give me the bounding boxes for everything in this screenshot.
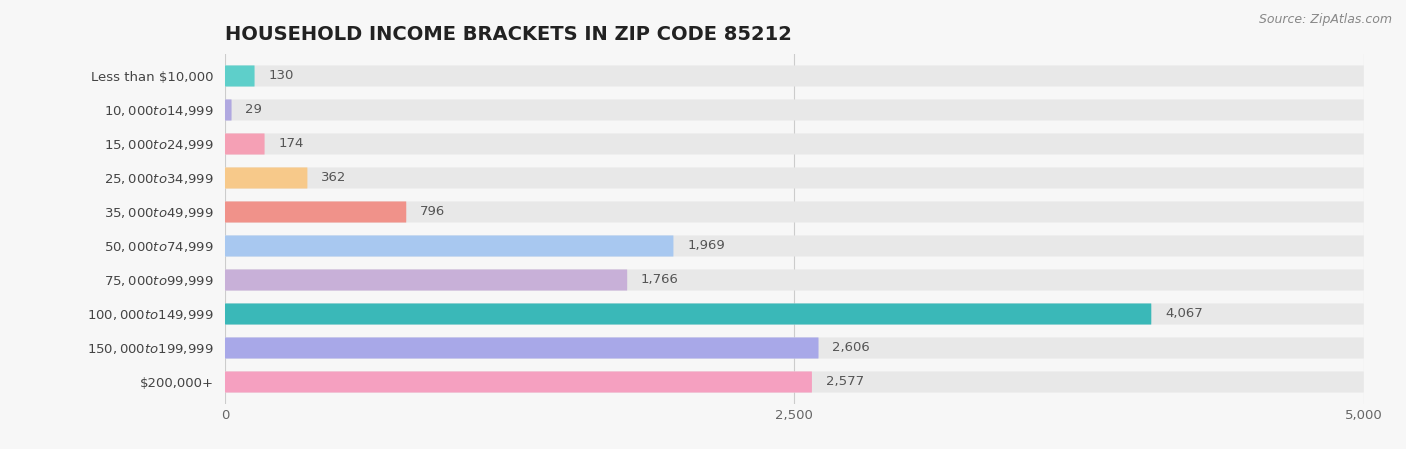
Text: 29: 29: [245, 103, 262, 116]
Text: HOUSEHOLD INCOME BRACKETS IN ZIP CODE 85212: HOUSEHOLD INCOME BRACKETS IN ZIP CODE 85…: [225, 25, 792, 44]
FancyBboxPatch shape: [225, 371, 811, 392]
FancyBboxPatch shape: [225, 99, 232, 120]
Text: 2,606: 2,606: [832, 342, 870, 355]
Text: 130: 130: [269, 70, 294, 83]
FancyBboxPatch shape: [225, 269, 627, 291]
FancyBboxPatch shape: [225, 133, 1364, 154]
FancyBboxPatch shape: [225, 202, 406, 223]
FancyBboxPatch shape: [225, 269, 1364, 291]
FancyBboxPatch shape: [225, 304, 1152, 325]
FancyBboxPatch shape: [225, 133, 264, 154]
FancyBboxPatch shape: [225, 338, 1364, 359]
Text: 1,969: 1,969: [688, 239, 725, 252]
FancyBboxPatch shape: [225, 235, 1364, 256]
Text: 1,766: 1,766: [641, 273, 679, 286]
FancyBboxPatch shape: [225, 304, 1364, 325]
FancyBboxPatch shape: [225, 235, 673, 256]
FancyBboxPatch shape: [225, 167, 1364, 189]
FancyBboxPatch shape: [225, 66, 1364, 87]
Text: 4,067: 4,067: [1166, 308, 1202, 321]
Text: 174: 174: [278, 137, 304, 150]
FancyBboxPatch shape: [225, 99, 1364, 120]
FancyBboxPatch shape: [225, 66, 254, 87]
Text: 796: 796: [420, 206, 446, 219]
FancyBboxPatch shape: [225, 371, 1364, 392]
FancyBboxPatch shape: [225, 167, 308, 189]
Text: 2,577: 2,577: [825, 375, 863, 388]
Text: 362: 362: [321, 172, 346, 185]
FancyBboxPatch shape: [225, 338, 818, 359]
Text: Source: ZipAtlas.com: Source: ZipAtlas.com: [1258, 13, 1392, 26]
FancyBboxPatch shape: [225, 202, 1364, 223]
